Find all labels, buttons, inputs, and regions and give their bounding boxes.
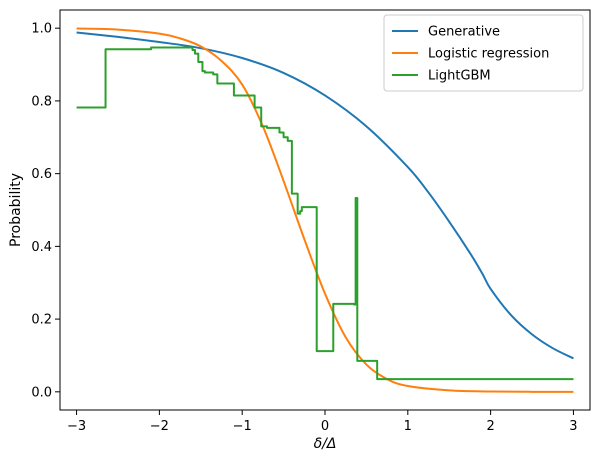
series-line-lightgbm [76, 46, 574, 381]
x-tick-label: 0 [321, 419, 329, 434]
series-line-generative [76, 31, 574, 360]
legend-label: LightGBM [428, 69, 491, 84]
y-tick-label: 0.4 [31, 240, 52, 255]
legend-label: Logistic regression [428, 47, 549, 62]
y-tick-label: 0.8 [31, 94, 52, 109]
y-tick-label: 1.0 [31, 22, 52, 37]
y-tick-label: 0.2 [31, 313, 52, 328]
plot-lines [76, 27, 574, 393]
x-tick-label: −1 [233, 419, 252, 434]
y-tick-label: 0.0 [31, 385, 52, 400]
x-axis-label: δ/Δ [314, 436, 337, 452]
legend: Generative Logistic regression LightGBM [383, 14, 584, 92]
series-line-logistic-regression [76, 27, 574, 393]
x-tick-label: 3 [569, 419, 577, 434]
y-axis-ticks: 0.0 0.2 0.4 0.6 0.8 1.0 [31, 22, 60, 400]
y-tick-label: 0.6 [31, 167, 52, 182]
y-axis-label: Probability [8, 173, 24, 247]
legend-box [383, 14, 584, 92]
x-tick-label: −2 [150, 419, 169, 434]
x-tick-label: 1 [404, 419, 412, 434]
x-tick-label: 2 [486, 419, 494, 434]
legend-label: Generative [428, 25, 500, 40]
x-tick-label: −3 [67, 419, 86, 434]
x-axis-ticks: −3 −2 −1 0 1 2 3 [67, 410, 578, 434]
